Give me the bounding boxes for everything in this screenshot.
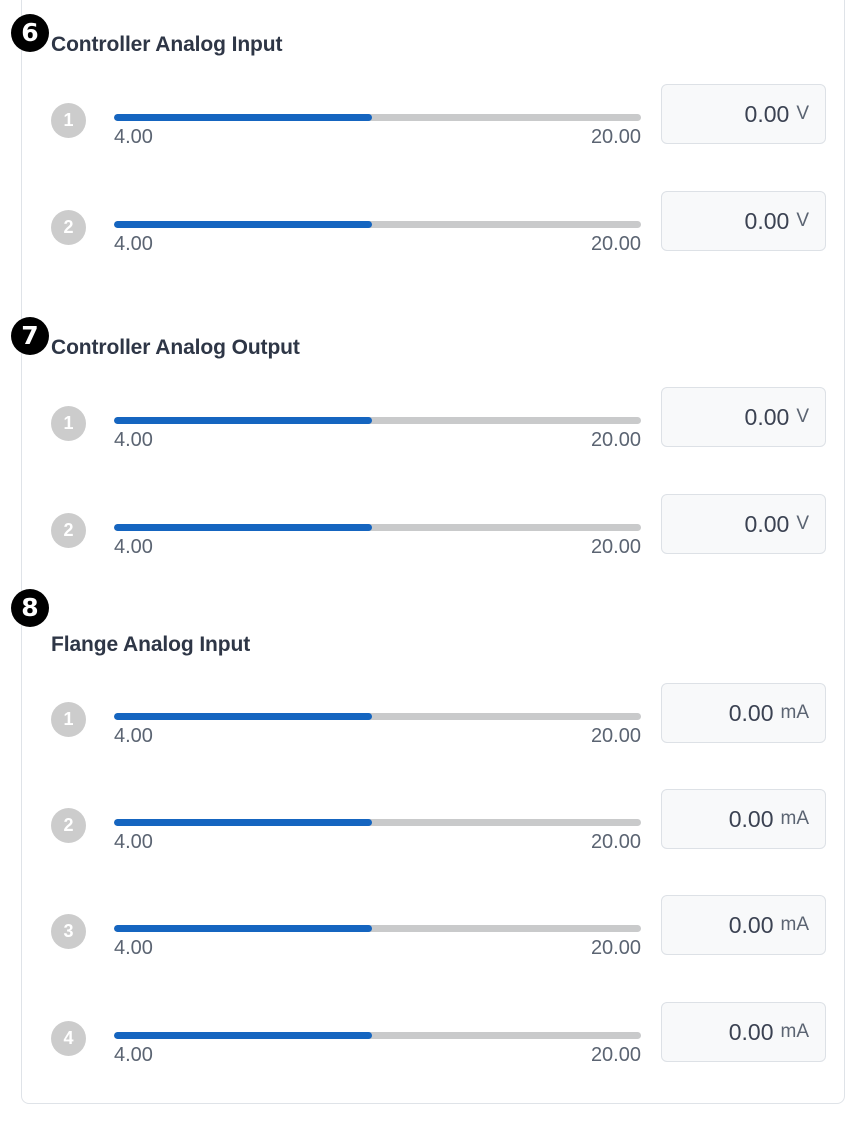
slider-track[interactable]: [114, 221, 641, 228]
slider-scale: 4.00 20.00: [114, 233, 641, 257]
channel-value-field[interactable]: 0.00 mA: [661, 895, 826, 955]
channel-value-number: 0.00: [744, 100, 790, 127]
channel-value-number: 0.00: [728, 911, 774, 938]
analog-io-card: 6 Controller Analog Input 1 4.00 20.00 0.00 V 2…: [11, 0, 846, 1104]
annotation-marker-6: 6: [11, 14, 49, 52]
channel-value-number: 0.00: [728, 805, 774, 832]
slider-scale: 4.00 20.00: [114, 937, 641, 961]
slider-track[interactable]: [114, 819, 641, 826]
annotation-marker-8: 8: [11, 589, 49, 627]
channel-value-number: 0.00: [744, 207, 790, 234]
channel-number-badge: 4: [51, 1021, 86, 1056]
channel-number-badge: 2: [51, 513, 86, 548]
range-slider[interactable]: 4.00 20.00: [114, 97, 641, 148]
channel-value-field[interactable]: 0.00 V: [661, 191, 826, 251]
slider-min-label: 4.00: [114, 429, 153, 451]
slider-fill: [114, 819, 373, 826]
analog-channel-row: 1 4.00 20.00 0.00 V: [22, 387, 846, 462]
slider-min-label: 4.00: [114, 233, 153, 255]
slider-scale: 4.00 20.00: [114, 536, 641, 560]
slider-scale: 4.00 20.00: [114, 831, 641, 855]
slider-max-label: 20.00: [590, 536, 641, 558]
section-heading-7: Controller Analog Output: [51, 336, 300, 359]
slider-fill: [114, 713, 373, 720]
channel-value-unit: V: [796, 210, 809, 231]
slider-min-label: 4.00: [114, 536, 153, 558]
range-slider[interactable]: 4.00 20.00: [114, 507, 641, 558]
slider-min-label: 4.00: [114, 126, 153, 148]
slider-scale: 4.00 20.00: [114, 1044, 641, 1068]
channel-value-field[interactable]: 0.00 mA: [661, 683, 826, 743]
annotation-marker-7: 7: [11, 317, 49, 355]
slider-fill: [114, 221, 373, 228]
slider-min-label: 4.00: [114, 725, 153, 747]
channel-value-number: 0.00: [728, 1018, 774, 1045]
slider-max-label: 20.00: [590, 725, 641, 747]
channel-number-badge: 2: [51, 808, 86, 843]
analog-channel-row: 4 4.00 20.00 0.00 mA: [22, 1002, 846, 1077]
analog-channel-row: 2 4.00 20.00 0.00 V: [22, 191, 846, 266]
range-slider[interactable]: 4.00 20.00: [114, 908, 641, 959]
slider-track[interactable]: [114, 524, 641, 531]
slider-max-label: 20.00: [590, 126, 641, 148]
analog-channel-row: 2 4.00 20.00 0.00 mA: [22, 789, 846, 864]
channel-value-unit: V: [796, 406, 809, 427]
range-slider[interactable]: 4.00 20.00: [114, 696, 641, 747]
analog-channel-row: 3 4.00 20.00 0.00 mA: [22, 895, 846, 970]
range-slider[interactable]: 4.00 20.00: [114, 802, 641, 853]
channel-value-field[interactable]: 0.00 mA: [661, 1002, 826, 1062]
channel-number-badge: 1: [51, 103, 86, 138]
range-slider[interactable]: 4.00 20.00: [114, 400, 641, 451]
slider-fill: [114, 1032, 373, 1039]
channel-value-unit: mA: [780, 808, 810, 829]
channel-value-number: 0.00: [744, 510, 790, 537]
slider-max-label: 20.00: [590, 937, 641, 959]
channel-value-field[interactable]: 0.00 V: [661, 387, 826, 447]
slider-min-label: 4.00: [114, 937, 153, 959]
channel-value-unit: V: [796, 513, 809, 534]
slider-max-label: 20.00: [590, 831, 641, 853]
slider-min-label: 4.00: [114, 1044, 153, 1066]
channel-value-number: 0.00: [744, 403, 790, 430]
analog-channel-row: 1 4.00 20.00 0.00 V: [22, 84, 846, 159]
channel-value-unit: mA: [780, 914, 810, 935]
range-slider[interactable]: 4.00 20.00: [114, 204, 641, 255]
channel-value-field[interactable]: 0.00 V: [661, 84, 826, 144]
section-heading-8: Flange Analog Input: [51, 633, 251, 656]
section-heading-6: Controller Analog Input: [51, 33, 283, 56]
channel-value-unit: mA: [780, 1021, 810, 1042]
slider-track[interactable]: [114, 925, 641, 932]
analog-channel-row: 2 4.00 20.00 0.00 V: [22, 494, 846, 569]
channel-number-badge: 2: [51, 210, 86, 245]
range-slider[interactable]: 4.00 20.00: [114, 1015, 641, 1066]
slider-scale: 4.00 20.00: [114, 429, 641, 453]
channel-value-unit: V: [796, 103, 809, 124]
channel-value-unit: mA: [780, 702, 810, 723]
channel-value-number: 0.00: [728, 699, 774, 726]
slider-min-label: 4.00: [114, 831, 153, 853]
slider-fill: [114, 925, 373, 932]
channel-number-badge: 1: [51, 702, 86, 737]
slider-fill: [114, 114, 373, 121]
slider-track[interactable]: [114, 1032, 641, 1039]
channel-number-badge: 1: [51, 406, 86, 441]
channel-number-badge: 3: [51, 914, 86, 949]
analog-channel-row: 1 4.00 20.00 0.00 mA: [22, 683, 846, 758]
channel-value-field[interactable]: 0.00 V: [661, 494, 826, 554]
slider-max-label: 20.00: [590, 1044, 641, 1066]
slider-track[interactable]: [114, 713, 641, 720]
slider-max-label: 20.00: [590, 429, 641, 451]
slider-fill: [114, 524, 373, 531]
slider-scale: 4.00 20.00: [114, 126, 641, 150]
slider-scale: 4.00 20.00: [114, 725, 641, 749]
slider-max-label: 20.00: [590, 233, 641, 255]
slider-track[interactable]: [114, 417, 641, 424]
slider-track[interactable]: [114, 114, 641, 121]
channel-value-field[interactable]: 0.00 mA: [661, 789, 826, 849]
slider-fill: [114, 417, 373, 424]
